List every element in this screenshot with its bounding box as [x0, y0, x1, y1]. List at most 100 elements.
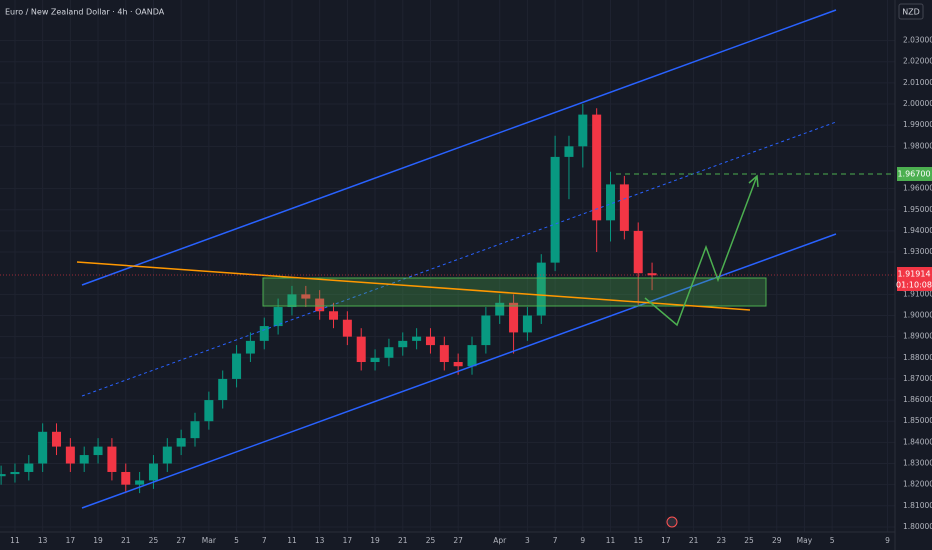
x-tick-label: 29: [772, 536, 782, 545]
x-tick-label: 25: [426, 536, 436, 545]
candle-body: [162, 446, 172, 464]
x-tick-label: 27: [453, 536, 463, 545]
countdown: 01:10:08: [896, 281, 932, 290]
projection: [644, 175, 758, 327]
candle-body: [52, 431, 62, 447]
x-tick-label: 27: [176, 536, 186, 545]
y-tick-label: 2.03000: [903, 36, 932, 45]
candle-body: [218, 378, 228, 401]
candle-body: [24, 463, 34, 472]
x-tick-label: 13: [38, 536, 48, 545]
x-tick-label: 23: [717, 536, 727, 545]
x-tick-label: 19: [93, 536, 103, 545]
candle-body: [10, 471, 20, 475]
x-tick-label: Apr: [493, 536, 507, 545]
y-tick-label: 1.93000: [903, 247, 932, 256]
candle-body: [176, 438, 186, 447]
candle-body: [93, 446, 103, 456]
y-tick-label: 1.85000: [903, 416, 932, 425]
y-tick-label: 1.90000: [903, 310, 932, 319]
y-tick-label: 1.98000: [903, 141, 932, 150]
candle-body: [273, 307, 283, 327]
y-tick-label: 1.96000: [903, 184, 932, 193]
candle-body: [259, 326, 269, 341]
x-tick-label: 11: [287, 536, 297, 545]
x-tick-label: 21: [121, 536, 131, 545]
channel-mid: [81, 121, 837, 397]
x-tick-label: 17: [661, 536, 671, 545]
candle-body: [107, 446, 117, 472]
trendline: [76, 261, 751, 311]
candle-body: [0, 474, 6, 477]
candle-body: [287, 294, 297, 308]
channel-lower: [81, 233, 837, 509]
candle-body: [606, 184, 616, 221]
x-tick-label: 5: [234, 536, 239, 545]
x-tick-label: 11: [606, 536, 616, 545]
y-tick-label: 1.84000: [903, 437, 932, 446]
candle-body: [384, 347, 394, 358]
x-tick-label: 7: [553, 536, 558, 545]
candle-body: [135, 480, 145, 485]
x-tick-label: 21: [689, 536, 699, 545]
y-tick-label: 1.80000: [903, 522, 932, 531]
candle-body: [329, 311, 339, 320]
x-tick-label: 21: [398, 536, 408, 545]
y-tick-label: 1.99000: [903, 120, 932, 129]
candle-body: [342, 319, 352, 337]
y-tick-label: 1.88000: [903, 353, 932, 362]
candle-body: [65, 446, 75, 464]
y-tick-label: 1.86000: [903, 395, 932, 404]
support-zone: [262, 277, 767, 307]
x-tick-label: 5: [830, 536, 835, 545]
y-tick-label: 1.87000: [903, 374, 932, 383]
candle-body: [38, 431, 48, 464]
y-tick-label: 1.91000: [903, 289, 932, 298]
candle-body: [398, 340, 408, 348]
candle-body: [315, 298, 325, 312]
candle-body: [592, 114, 602, 221]
x-tick-label: 25: [149, 536, 159, 545]
candle-body: [190, 421, 200, 439]
target-label-box: [897, 167, 932, 181]
candle-body: [121, 471, 131, 485]
candle-body: [633, 230, 643, 274]
x-tick-label: 13: [315, 536, 325, 545]
last-price: 1.91914: [897, 270, 930, 279]
y-tick-label: 2.02000: [903, 57, 932, 66]
currency: NZD: [902, 8, 920, 17]
candle-body: [578, 114, 588, 147]
projection-arrow: [748, 174, 759, 188]
candle-body: [536, 262, 546, 316]
candle-body: [453, 362, 463, 367]
currency-box[interactable]: [898, 3, 924, 20]
x-tick-label: 15: [633, 536, 643, 545]
target-label: 1.96700: [897, 170, 930, 179]
event-icon: [666, 516, 678, 528]
axes: 1.80000 1.81000 1.82000 1.83000 1.84000 1.850…: [10, 36, 932, 545]
y-tick-label: 2.01000: [903, 78, 932, 87]
candle-body: [495, 302, 505, 316]
y-tick-label: 1.89000: [903, 332, 932, 341]
candle-body: [619, 184, 629, 231]
grid: [0, 0, 895, 532]
candle-body: [301, 294, 311, 299]
x-tick-label: 25: [744, 536, 754, 545]
x-tick-label: 9: [580, 536, 585, 545]
candle-body: [522, 315, 532, 333]
x-tick-label: 3: [525, 536, 530, 545]
candle-body: [564, 146, 574, 157]
y-tick-label: 1.94000: [903, 226, 932, 235]
candle-body: [232, 353, 242, 379]
candles: [0, 104, 657, 494]
candle-body: [204, 400, 214, 422]
x-tick-label: 19: [370, 536, 380, 545]
y-tick-label: 2.00000: [903, 99, 932, 108]
candle-body: [467, 345, 477, 367]
y-tick-label: 1.95000: [903, 205, 932, 214]
x-tick-label: 17: [343, 536, 353, 545]
x-tick-label: 11: [10, 536, 20, 545]
candle-body: [647, 273, 657, 276]
